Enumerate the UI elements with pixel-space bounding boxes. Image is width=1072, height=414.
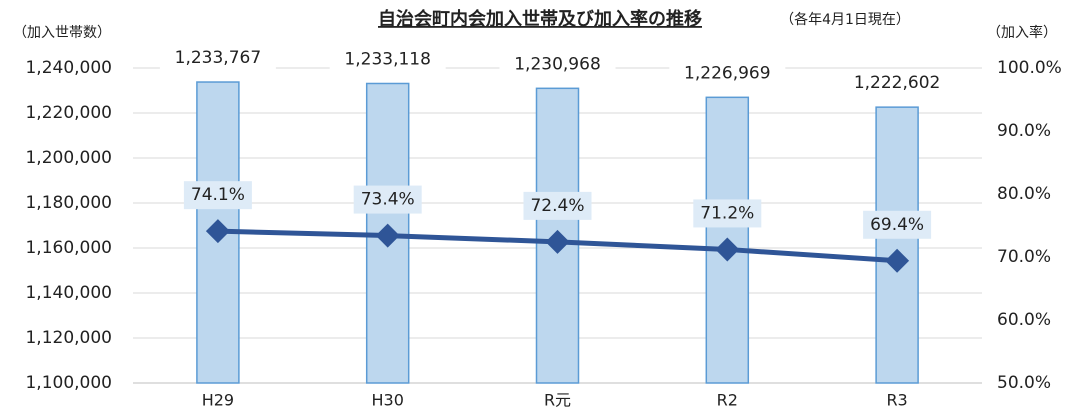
label-bg <box>353 185 422 214</box>
bar <box>875 106 919 384</box>
y-tick-label: 1,120,000 <box>25 328 112 348</box>
label-bg <box>839 71 956 96</box>
label-bg <box>669 61 786 86</box>
y-tick-label: 1,240,000 <box>25 58 112 78</box>
y-axis-label: （加入世帯数） <box>13 25 111 41</box>
y2-tick-label: 80.0% <box>997 184 1051 204</box>
line-value-label: 69.4% <box>870 215 924 235</box>
label-bg <box>159 46 276 71</box>
y2-tick-label: 90.0% <box>997 121 1051 141</box>
chart-title: 自治会町内会加入世帯及び加入率の推移 <box>378 8 702 30</box>
x-tick-label: H29 <box>202 391 234 410</box>
marker <box>205 219 230 244</box>
y-tick-label: 1,180,000 <box>25 193 112 213</box>
label-bg <box>499 52 616 77</box>
y2-axis-label: （加入率） <box>987 24 1057 41</box>
y2-tick-label: 60.0% <box>997 310 1051 330</box>
y-tick-label: 1,140,000 <box>25 283 112 303</box>
label-bg <box>329 47 446 72</box>
marker <box>715 237 740 262</box>
marker <box>375 223 400 248</box>
marker <box>545 229 570 254</box>
label-bg <box>183 181 252 210</box>
bar-value-label: 1,226,969 <box>684 63 771 83</box>
chart-subtitle: （各年4月1日現在） <box>780 12 910 28</box>
label-bg <box>863 210 932 239</box>
y-tick-label: 1,160,000 <box>25 238 112 258</box>
y2-tick-label: 100.0% <box>997 58 1062 78</box>
line-value-label: 72.4% <box>530 196 584 216</box>
y-tick-label: 1,220,000 <box>25 103 112 123</box>
line-value-label: 74.1% <box>191 185 245 205</box>
y-tick-label: 1,200,000 <box>25 148 112 168</box>
x-tick-label: R3 <box>886 391 907 410</box>
line-value-label: 73.4% <box>361 190 415 210</box>
x-tick-label: R元 <box>544 391 571 410</box>
bar-value-label: 1,230,968 <box>514 54 601 74</box>
line-value-label: 71.2% <box>700 203 754 223</box>
y-tick-label: 1,100,000 <box>25 373 112 393</box>
marker <box>885 248 910 273</box>
y2-tick-label: 50.0% <box>997 373 1051 393</box>
label-bg <box>693 199 762 228</box>
x-tick-label: H30 <box>372 391 404 410</box>
y2-tick-label: 70.0% <box>997 247 1051 267</box>
x-tick-label: R2 <box>717 391 738 410</box>
bar-value-label: 1,233,118 <box>344 49 431 69</box>
bar-value-label: 1,222,602 <box>854 73 941 93</box>
label-bg <box>523 191 592 220</box>
bar-value-label: 1,233,767 <box>175 48 262 68</box>
